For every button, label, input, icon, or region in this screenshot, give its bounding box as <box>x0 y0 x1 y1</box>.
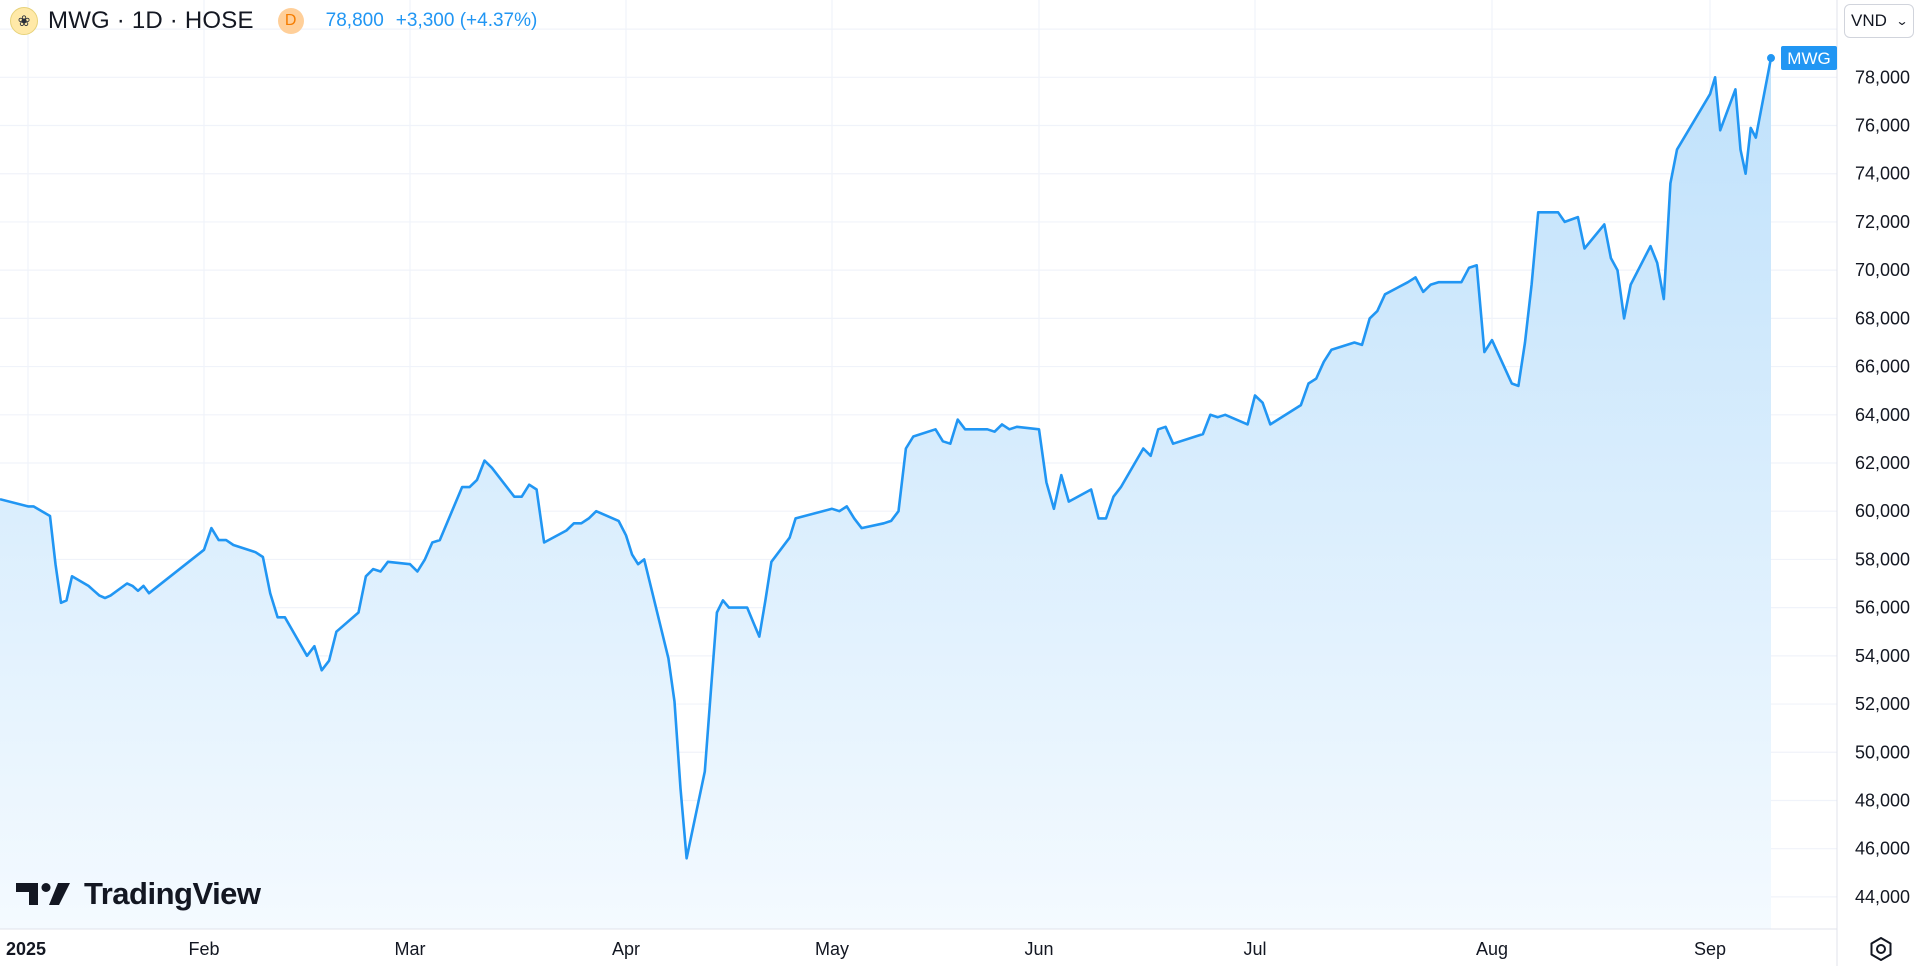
chart-legend-header: ❀ MWG · 1D · HOSE D 78,800 +3,300 (+4.37… <box>10 6 537 36</box>
y-tick-label: 58,000 <box>1855 549 1910 569</box>
y-tick-label: 60,000 <box>1855 501 1910 521</box>
y-tick-label: 56,000 <box>1855 598 1910 618</box>
y-tick-label: 70,000 <box>1855 260 1910 280</box>
data-source-badge: D <box>277 8 304 34</box>
x-tick-label: Feb <box>188 939 219 959</box>
last-value-tag-label: MWG <box>1787 49 1830 68</box>
mwg-logo-icon: ❀ <box>10 7 38 35</box>
last-price: 78,800 <box>325 10 384 31</box>
x-tick-label: Jul <box>1243 939 1266 959</box>
y-tick-label: 46,000 <box>1855 839 1910 859</box>
tradingview-logo[interactable]: TradingView <box>16 876 261 912</box>
y-tick-label: 76,000 <box>1855 116 1910 136</box>
tradingview-logo-icon <box>16 883 70 905</box>
settings-gear-icon[interactable] <box>1866 934 1896 964</box>
chevron-down-icon: ⌄ <box>1895 14 1909 28</box>
y-tick-label: 66,000 <box>1855 357 1910 377</box>
currency-label: VND <box>1851 11 1887 30</box>
price-area-fill <box>0 58 1771 929</box>
last-value-tag <box>1781 46 1837 71</box>
y-tick-label: 52,000 <box>1855 694 1910 714</box>
y-tick-label: 48,000 <box>1855 790 1910 810</box>
last-point-dot <box>1767 54 1775 63</box>
tradingview-logo-text: TradingView <box>84 876 261 911</box>
x-tick-label: Apr <box>612 939 640 959</box>
symbol-label[interactable]: MWG · 1D · HOSE <box>48 7 254 34</box>
x-tick-label: Mar <box>395 939 426 959</box>
y-tick-label: 78,000 <box>1855 67 1910 87</box>
y-tick-label: 44,000 <box>1855 887 1910 907</box>
last-price-marker: MWG <box>1767 46 1837 71</box>
price-change: +3,300 (+4.37%) <box>395 10 538 31</box>
y-tick-label: 68,000 <box>1855 308 1910 328</box>
price-axis[interactable]: 44,000 46,000 48,000 50,000 52,000 54,000 56,0… <box>1855 19 1910 907</box>
time-axis[interactable]: 2025 Feb Mar Apr May Jun Jul Aug Sep <box>6 939 1726 959</box>
y-tick-label: 72,000 <box>1855 212 1910 232</box>
y-tick-label: 62,000 <box>1855 453 1910 473</box>
currency-selector-button[interactable]: VND ⌄ <box>1844 4 1914 38</box>
x-tick-label: Sep <box>1694 939 1726 959</box>
y-tick-label: 54,000 <box>1855 646 1910 666</box>
x-tick-label: Aug <box>1476 939 1508 959</box>
x-tick-label: May <box>815 939 849 959</box>
x-tick-label: Jun <box>1024 939 1053 959</box>
x-tick-label: 2025 <box>6 939 46 959</box>
y-tick-label: 64,000 <box>1855 405 1910 425</box>
y-tick-label: 74,000 <box>1855 164 1910 184</box>
price-line <box>0 57 1773 860</box>
y-tick-label: 50,000 <box>1855 742 1910 762</box>
